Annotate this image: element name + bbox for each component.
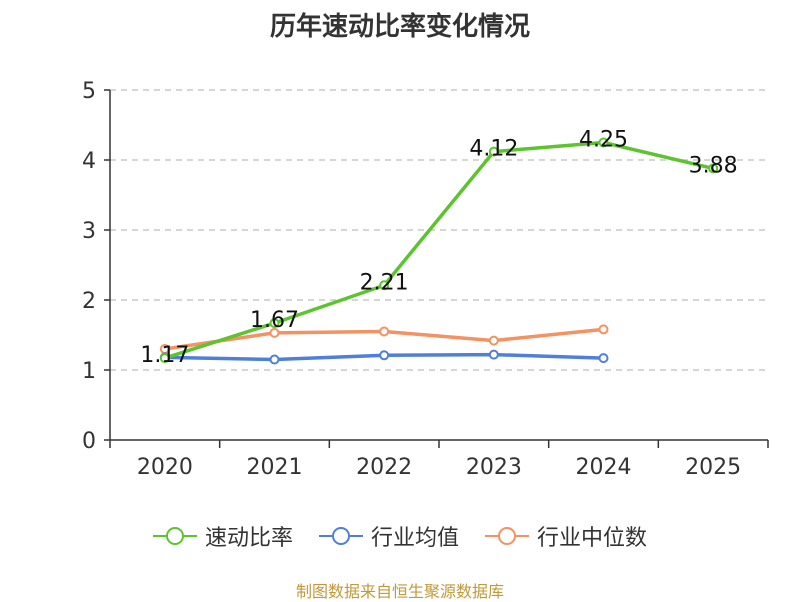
series-line [164,140,714,360]
series-lines [159,137,719,365]
x-tick-label: 2021 [247,455,303,480]
legend: 速动比率 行业均值 行业中位数 [0,520,800,552]
x-tick-label: 2023 [466,455,522,480]
data-point [159,353,170,364]
legend-label: 行业中位数 [537,526,648,551]
data-point [379,280,390,291]
y-tick-label: 2 [82,289,96,314]
legend-marker-icon [152,527,197,545]
y-tick-label: 1 [82,359,96,384]
data-label: 4.12 [469,137,518,162]
y-tick-label: 5 [82,79,96,104]
legend-label: 行业均值 [370,526,459,551]
data-point [379,350,390,361]
data-labels: 1.17 1.67 2.21 4.12 4.25 3.88 [140,128,737,369]
data-point [269,354,280,365]
data-label: 2.21 [360,270,409,295]
x-tick-label: 2020 [137,455,193,480]
data-point [488,146,499,157]
data-point [598,353,609,364]
data-label: 1.67 [250,308,299,333]
data-point [708,163,719,174]
data-label: 1.17 [140,343,189,368]
legend-item-industry-mean[interactable]: 行业均值 [318,520,459,552]
y-tick-label: 3 [82,219,96,244]
y-tick-label: 4 [82,149,96,174]
x-tick-label: 2024 [576,455,632,480]
legend-label: 速动比率 [204,526,293,551]
data-point [488,349,499,360]
data-label: 4.25 [579,128,628,153]
data-point [598,137,609,148]
legend-item-industry-median[interactable]: 行业中位数 [485,520,647,552]
legend-marker-icon [318,527,363,545]
chart-title: 历年速动比率变化情况 [269,12,530,42]
x-tick-label: 2025 [685,455,741,480]
grid-lines [110,89,768,371]
axes: 0 1 2 3 4 5 2020 2021 2022 2023 2024 2025 [82,79,769,480]
source-note: 制图数据来自恒生聚源数据库 [295,582,504,601]
data-label: 3.88 [689,153,738,178]
data-point [269,327,280,338]
data-point [379,326,390,337]
legend-marker-icon [485,527,529,545]
legend-item-quick-ratio[interactable]: 速动比率 [152,520,293,552]
data-point [598,324,609,335]
y-tick-label: 0 [82,429,96,454]
x-tick-label: 2022 [356,455,412,480]
data-point [269,318,280,329]
data-point [488,335,499,346]
